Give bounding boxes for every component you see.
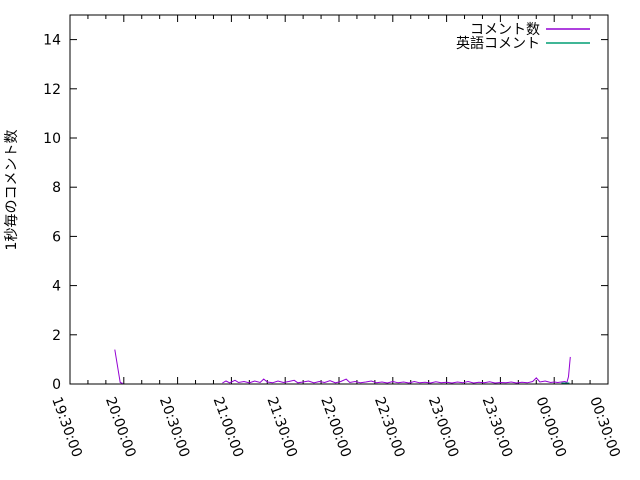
x-tick-label: 22:30:00 — [371, 395, 408, 460]
plot-border — [69, 14, 609, 385]
y-tick-label: 12 — [43, 82, 61, 98]
legend-label-comments: コメント数 — [470, 22, 540, 38]
data-series — [114, 349, 571, 384]
x-tick-label: 19:30:00 — [48, 395, 85, 460]
legend-entry-english: 英語コメント — [456, 35, 590, 52]
x-tick-label: 23:30:00 — [479, 395, 516, 460]
y-tick-label: 8 — [52, 180, 61, 196]
y-tick-label: 6 — [52, 229, 61, 245]
x-tick-label: 00:30:00 — [586, 395, 623, 460]
y-axis-title: 1秒毎のコメント数 — [4, 130, 20, 251]
y-tick-label: 0 — [52, 377, 61, 393]
x-tick-label: 20:30:00 — [156, 395, 193, 460]
x-tick-label: 22:00:00 — [317, 395, 354, 460]
x-tick-label: 20:00:00 — [102, 395, 139, 460]
y-tick-label: 14 — [43, 33, 61, 49]
axis-ticks: 0 2 4 6 8 10 12 14 19:30:00 20:00:00 20:30:00 21:00… — [43, 15, 623, 459]
legend-label-english: 英語コメント — [456, 35, 540, 52]
legend-entry-comments: コメント数 — [470, 22, 590, 38]
y-tick-label: 4 — [52, 279, 61, 295]
x-tick-label: 00:00:00 — [532, 395, 569, 460]
series-line-コメント数 — [222, 356, 571, 384]
series-line-コメント数 — [114, 349, 124, 384]
y-tick-label: 2 — [52, 328, 61, 344]
x-tick-label: 21:00:00 — [210, 395, 247, 460]
x-tick-label: 23:00:00 — [425, 395, 462, 460]
y-tick-label: 10 — [43, 131, 61, 147]
x-tick-label: 21:30:00 — [263, 395, 300, 460]
legend: コメント数 英語コメント — [456, 22, 590, 52]
